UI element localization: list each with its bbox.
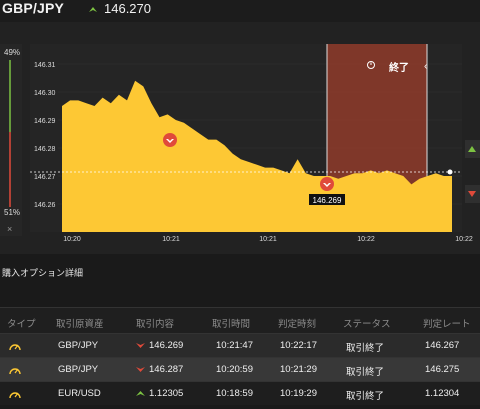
col-result: 判定レート	[423, 316, 471, 330]
table-row[interactable]: GBP/JPY 146.269 10:21:47 10:22:17 取引終了 146.26…	[0, 333, 480, 357]
cell-asset: GBP/JPY	[58, 364, 98, 375]
cell-time: 10:18:59	[216, 388, 253, 399]
options-table: タイプ 取引原資産 取引内容 取引時間 判定時刻 ステータス 判定レート GBP…	[0, 307, 480, 405]
x-tick-label: 10:22	[455, 236, 473, 243]
down-arrow-icon	[136, 366, 145, 373]
col-time: 取引時間	[212, 316, 250, 330]
col-judge: 判定時刻	[278, 316, 316, 330]
x-tick-label: 10:21	[162, 236, 180, 243]
trade-marker-1[interactable]	[163, 133, 177, 147]
cell-time: 10:21:47	[216, 340, 253, 351]
section-title: 購入オプション詳細	[2, 266, 83, 279]
cell-time: 10:20:59	[216, 364, 253, 375]
col-asset: 取引原資産	[56, 316, 104, 330]
expiry-end-label: 終了	[389, 59, 409, 74]
y-tick-label: 146.31	[34, 62, 56, 69]
x-axis: 10:20 10:21 10:21 10:22 10:22	[63, 236, 473, 243]
call-side-button[interactable]	[465, 140, 480, 158]
put-side-button[interactable]	[465, 185, 480, 203]
cell-judge: 10:21:29	[280, 364, 317, 375]
close-icon[interactable]: ×	[7, 224, 12, 234]
y-tick-label: 146.28	[34, 146, 56, 153]
x-tick-label: 10:22	[357, 236, 375, 243]
x-tick-label: 10:20	[63, 236, 81, 243]
price-chart[interactable]: 146.31 146.30 146.29 146.28 146.27 146.26 10:…	[0, 22, 480, 254]
sentiment-high-pct: 49%	[4, 48, 20, 57]
marker-price-label: 146.269	[313, 196, 342, 205]
table-row[interactable]: EUR/USD 1.12305 10:18:59 10:19:29 取引終了 1.1230…	[0, 381, 480, 405]
zone-arrow-icon: ‹	[424, 61, 427, 72]
cell-rate: 146.287	[149, 364, 183, 375]
x-tick-label: 10:21	[259, 236, 277, 243]
table-row[interactable]: GBP/JPY 146.287 10:20:59 10:21:29 取引終了 146.27…	[0, 357, 480, 381]
pair-title[interactable]: GBP/JPY	[2, 0, 64, 16]
cell-judge: 10:19:29	[280, 388, 317, 399]
up-arrow-icon	[136, 390, 145, 397]
current-point	[448, 170, 453, 175]
y-tick-label: 146.30	[34, 90, 56, 97]
cell-result: 146.267	[425, 340, 459, 351]
gauge-icon	[8, 340, 22, 352]
y-tick-label: 146.27	[34, 174, 56, 181]
col-content: 取引内容	[136, 316, 174, 330]
cell-rate: 1.12305	[149, 388, 183, 399]
down-arrow-icon	[136, 342, 145, 349]
cell-asset: EUR/USD	[58, 388, 101, 399]
col-status: ステータス	[343, 316, 391, 330]
cell-status: 取引終了	[346, 340, 384, 354]
chart-canvas[interactable]: 146.31 146.30 146.29 146.28 146.27 146.26 10:…	[0, 22, 480, 254]
sentiment-low-pct: 51%	[4, 208, 20, 217]
col-type: タイプ	[7, 316, 36, 330]
cell-result: 1.12304	[425, 388, 459, 399]
cell-result: 146.275	[425, 364, 459, 375]
cell-rate: 146.269	[149, 340, 183, 351]
cell-status: 取引終了	[346, 364, 384, 378]
cell-judge: 10:22:17	[280, 340, 317, 351]
gauge-icon	[8, 364, 22, 376]
header: GBP/JPY 146.270	[0, 0, 480, 22]
cell-asset: GBP/JPY	[58, 340, 98, 351]
current-price: 146.270	[104, 1, 151, 16]
y-tick-label: 146.29	[34, 118, 56, 125]
trade-marker-2[interactable]	[320, 177, 334, 191]
cell-status: 取引終了	[346, 388, 384, 402]
gauge-icon	[8, 388, 22, 400]
table-header: タイプ 取引原資産 取引内容 取引時間 判定時刻 ステータス 判定レート	[0, 307, 480, 333]
y-tick-label: 146.26	[34, 202, 56, 209]
up-arrow-icon	[87, 4, 99, 14]
